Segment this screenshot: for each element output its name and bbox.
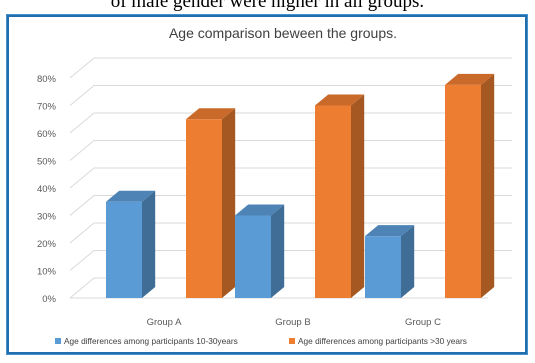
bar-top: [235, 204, 285, 216]
gridline: [69, 195, 512, 216]
x-tick-label: Group B: [275, 317, 310, 328]
y-tick-label: 20%: [37, 239, 57, 250]
bar-side: [481, 73, 495, 298]
bar-front: [445, 84, 481, 298]
bar-2-0: [365, 225, 415, 298]
y-tick-label: 0%: [42, 294, 56, 305]
bar-2-1: [445, 73, 495, 298]
gridline: [69, 167, 512, 189]
bar-1-1: [315, 94, 365, 298]
y-tick-label: 50%: [37, 157, 57, 168]
gridline: [69, 85, 512, 106]
y-tick-label: 10%: [37, 267, 57, 278]
bar-top: [106, 190, 156, 202]
legend-swatch: [55, 338, 61, 344]
gridline: [69, 140, 512, 161]
bar-side: [271, 204, 285, 298]
bar-front: [186, 119, 222, 298]
y-axis-ticks: 0% 10% 20% 30% 40% 50% 60% 70% 80%: [37, 74, 57, 305]
legend-label: Age differences among participants >30 y…: [298, 336, 467, 346]
bar-0-0: [106, 190, 156, 298]
y-tick-label: 30%: [37, 212, 57, 223]
gridline: [69, 222, 512, 244]
bar-front: [106, 201, 142, 298]
bar-0-1: [186, 108, 236, 298]
page-text-fragment: of male gender were higher in all groups…: [110, 0, 425, 12]
y-tick-label: 70%: [37, 102, 57, 113]
bar-front: [315, 105, 351, 298]
y-tick-label: 40%: [37, 184, 57, 195]
legend: Age differences among participants 10-30…: [55, 336, 467, 346]
gridlines: [69, 57, 512, 299]
gridline: [69, 57, 512, 79]
bar-side: [351, 94, 365, 298]
x-tick-label: Group A: [147, 317, 183, 328]
y-tick-label: 80%: [37, 74, 57, 85]
bar-front: [235, 215, 271, 298]
bar-side: [401, 225, 415, 298]
bar-top: [186, 108, 236, 120]
bar-1-0: [235, 204, 285, 298]
x-tick-label: Group C: [405, 317, 441, 328]
legend-swatch: [289, 338, 295, 344]
bar-front: [365, 236, 401, 298]
bar-top: [445, 73, 495, 85]
legend-label: Age differences among participants 10-30…: [64, 336, 238, 346]
y-tick-label: 60%: [37, 129, 57, 140]
bar-top: [365, 225, 415, 237]
bar-side: [222, 108, 236, 298]
chart-title: Age comparison beween the groups.: [169, 25, 397, 41]
gridline: [69, 112, 512, 134]
bar-top: [315, 94, 365, 106]
x-axis-ticks: Group A Group B Group C: [147, 317, 442, 328]
bar-side: [142, 190, 156, 298]
bars: [106, 73, 495, 298]
